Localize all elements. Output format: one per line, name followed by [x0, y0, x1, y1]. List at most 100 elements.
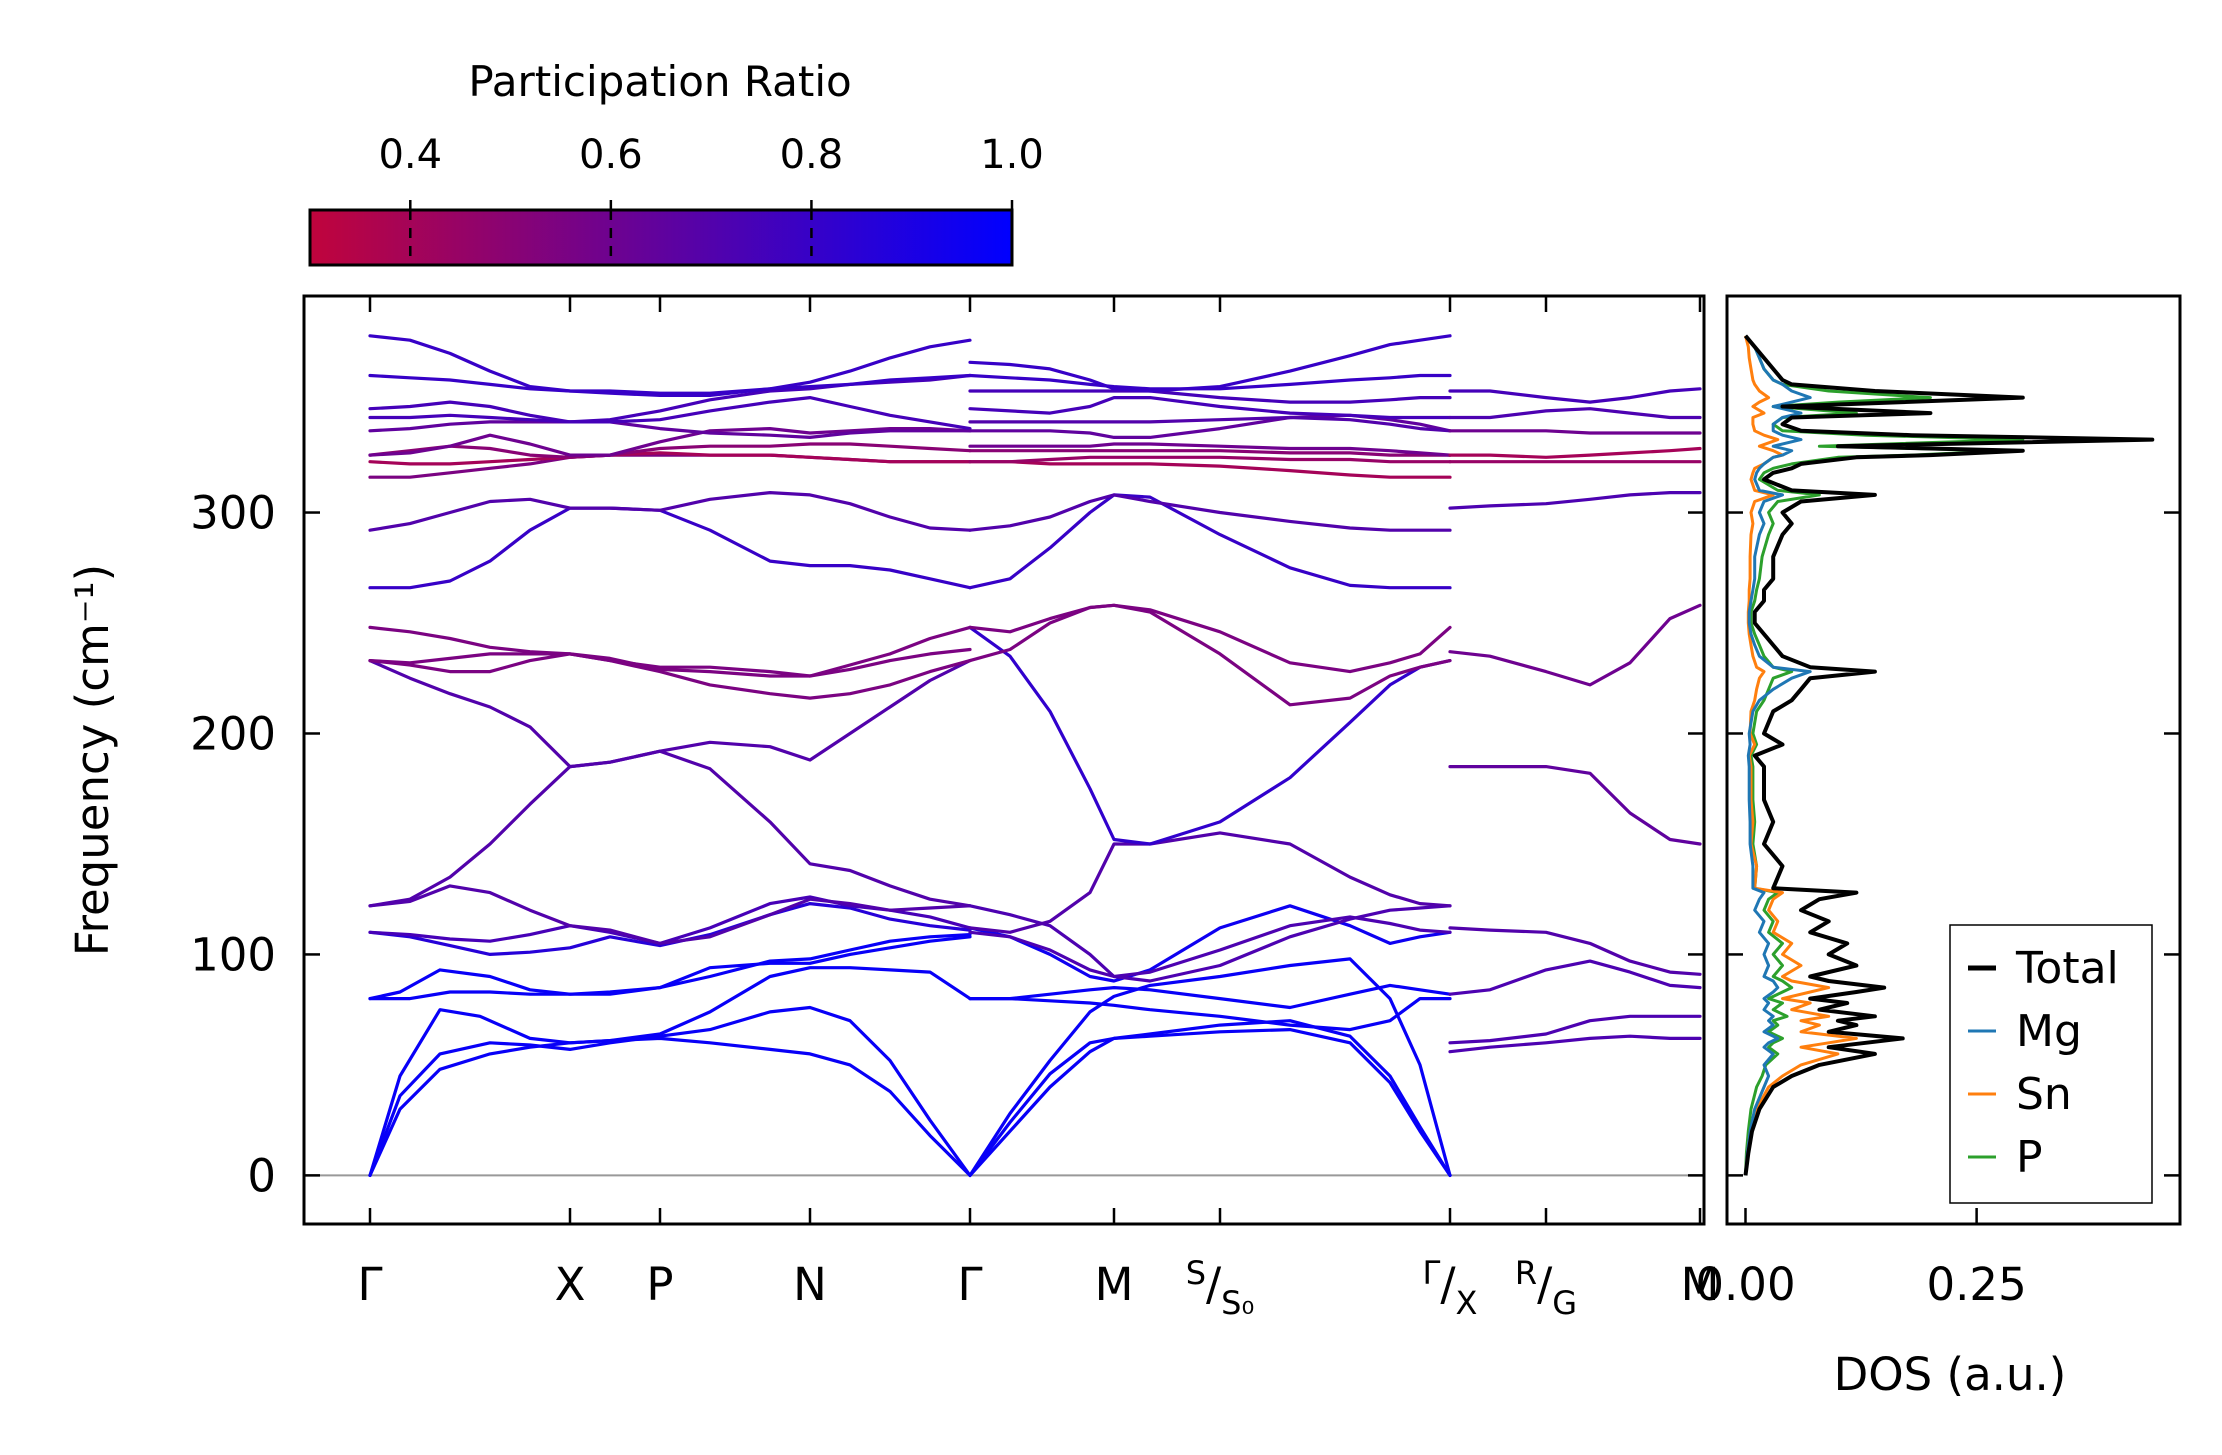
dos-ticks: 0.00 0.25 [1695, 511, 2180, 1311]
band-seg1-b16 [368, 453, 972, 479]
band-seg2-b24 [968, 334, 1452, 393]
dos-x-axis-label: DOS (a.u.) [1834, 1348, 2067, 1401]
band-seg2-b12 [968, 603, 1452, 674]
band-seg1-b11 [368, 652, 972, 700]
band-frame [302, 294, 1706, 1226]
k-point-label: M [1681, 1258, 1720, 1311]
band-seg1-b6 [368, 902, 972, 956]
legend-label-mg: Mg [2016, 1006, 2082, 1057]
band-seg3-b4 [1448, 926, 1702, 976]
k-point-label: X [555, 1258, 586, 1311]
dos-line-sn [1744, 335, 1858, 1176]
band-lines [368, 334, 1702, 1177]
band-seg2-b13 [968, 493, 1452, 590]
dos-x-tick-label: 0.25 [1927, 1258, 2027, 1311]
k-point-label: R/G [1515, 1254, 1577, 1322]
band-seg2-b2 [968, 1019, 1452, 1177]
legend-label-p: P [2016, 1132, 2043, 1183]
band-seg1-b1 [368, 1036, 972, 1177]
y-tick-label: 300 [190, 487, 276, 540]
band-seg1-b2 [368, 1005, 972, 1177]
dos-frame [1725, 294, 2182, 1226]
y-tick-label: 0 [247, 1149, 276, 1202]
band-seg1-b13 [368, 625, 972, 678]
band-y-axis-label: Frequency (cm⁻¹) [66, 564, 119, 956]
band-seg3-b7 [1448, 491, 1702, 510]
band-seg2-b1 [968, 1028, 1452, 1177]
band-seg1-b8 [368, 884, 972, 945]
band-seg2-b22 [968, 389, 1452, 404]
band-seg1-b14 [368, 506, 972, 590]
band-panel: 0 100 200 300 Γ X P N Γ M S/S₀ Γ/X R/G M Frequency (… [66, 294, 1719, 1322]
band-seg3-b5 [1448, 765, 1702, 846]
band-y-ticks: 0 100 200 300 [190, 487, 1704, 1202]
legend-label-total: Total [2015, 943, 2119, 994]
band-seg3-b10 [1448, 429, 1702, 435]
k-point-label: Γ [357, 1258, 382, 1311]
band-seg2-b20 [968, 415, 1452, 433]
k-point-label: Γ [957, 1258, 982, 1311]
colorbar: Participation Ratio 0.4 0.6 0.8 1.0 [308, 57, 1044, 267]
band-seg2-b9 [968, 831, 1452, 934]
band-seg3-b12 [1448, 387, 1702, 404]
colorbar-tick-label: 0.8 [780, 132, 844, 178]
band-x-ticks: Γ X P N Γ M S/S₀ Γ/X R/G M [357, 296, 1719, 1322]
band-seg1-b7 [368, 895, 972, 945]
band-seg1-b3 [368, 966, 972, 1177]
band-seg1-b21 [368, 396, 972, 431]
band-seg3-b1 [1448, 1034, 1702, 1054]
y-tick-label: 100 [190, 928, 276, 981]
band-seg1-b18 [368, 442, 972, 459]
band-seg2-b21 [968, 396, 1452, 420]
band-seg1-b9 [368, 749, 972, 908]
k-point-label: Γ/X [1423, 1254, 1478, 1322]
band-seg3-b2 [1448, 1014, 1702, 1045]
band-seg1-b19 [368, 427, 972, 457]
band-seg2-b15 [968, 460, 1452, 479]
colorbar-title: Participation Ratio [468, 57, 851, 106]
band-seg2-b18 [968, 442, 1452, 457]
dos-legend: Total Mg Sn P [1949, 924, 2153, 1204]
band-seg1-b15 [368, 491, 972, 532]
band-seg2-b11 [968, 603, 1452, 707]
band-seg2-b3 [968, 957, 1452, 1177]
colorbar-tick-label: 1.0 [980, 132, 1044, 178]
band-seg1-b5 [368, 933, 972, 1001]
k-point-label: S/S₀ [1186, 1254, 1255, 1322]
band-seg1-b20 [368, 420, 972, 439]
band-seg1-b24 [368, 334, 972, 397]
band-seg2-b14 [968, 493, 1452, 532]
colorbar-tick-label: 0.6 [579, 132, 643, 178]
k-point-label: N [793, 1258, 827, 1311]
band-seg2-b19 [968, 413, 1452, 439]
dos-lines [1743, 334, 2155, 1176]
band-seg3-b9 [1448, 446, 1702, 459]
dos-panel: 0.00 0.25 DOS (a.u.) Total Mg Sn P [1695, 294, 2182, 1401]
band-seg2-b17 [968, 449, 1452, 457]
band-seg1-b12 [368, 647, 972, 678]
colorbar-ticks: 0.4 0.6 0.8 1.0 [378, 132, 1044, 265]
band-seg1-b17 [368, 451, 972, 466]
y-tick-label: 200 [190, 707, 276, 760]
band-seg2-b7 [968, 915, 1452, 979]
k-point-label: M [1095, 1258, 1134, 1311]
band-seg2-b4 [968, 997, 1452, 1032]
band-seg2-b16 [968, 455, 1452, 464]
band-seg3-b11 [1448, 407, 1702, 420]
legend-label-sn: Sn [2016, 1069, 2072, 1120]
band-seg2-b5 [968, 983, 1452, 1010]
colorbar-tick-label: 0.4 [378, 132, 442, 178]
dos-line-mg [1744, 334, 1812, 1176]
band-seg2-b6 [968, 904, 1452, 983]
band-seg2-b10 [968, 625, 1452, 846]
k-point-label: P [646, 1258, 673, 1311]
dos-x-tick-label: 0.00 [1695, 1258, 1795, 1311]
band-seg1-b4 [368, 935, 972, 1001]
dos-line-total [1743, 334, 2155, 1176]
band-seg1-b23 [368, 373, 972, 395]
band-seg3-b3 [1448, 959, 1702, 996]
band-seg1-b10 [368, 659, 972, 769]
band-seg2-b8 [968, 904, 1452, 983]
colorbar-gradient [308, 208, 1014, 267]
